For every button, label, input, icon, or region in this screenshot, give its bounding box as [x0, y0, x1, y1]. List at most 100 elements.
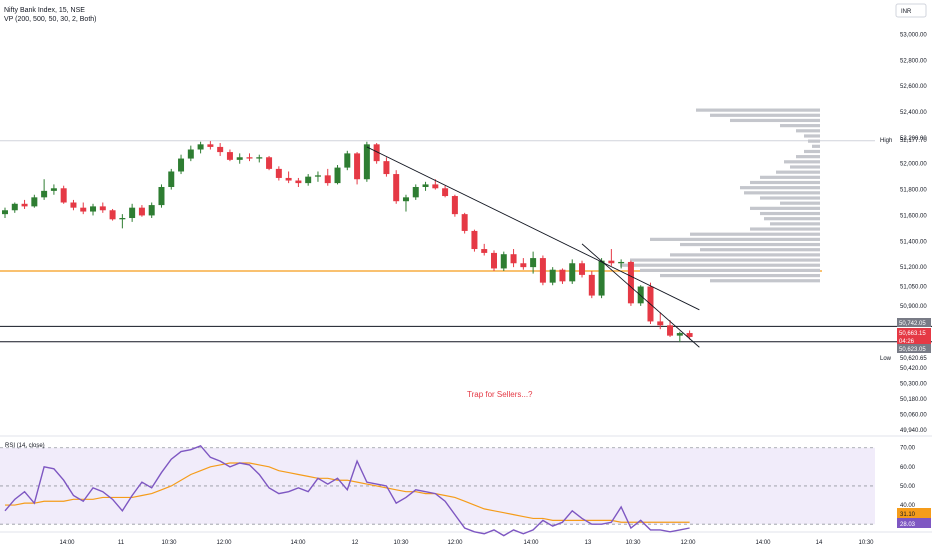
- candle-body: [207, 144, 214, 147]
- price-pane[interactable]: [0, 108, 932, 533]
- rsi-pane[interactable]: [0, 444, 875, 537]
- volume-profile-bar: [710, 113, 820, 117]
- volume-profile-bar: [660, 273, 820, 278]
- volume-profile-bar: [796, 155, 820, 159]
- candle-body: [598, 260, 605, 296]
- candle-body: [178, 158, 185, 172]
- time-tick-label: 13: [585, 540, 592, 546]
- candle-body: [148, 205, 155, 216]
- price-tick-label: 51,200.00: [900, 265, 927, 271]
- price-tick-label: 52,200.00: [900, 136, 927, 142]
- rsi-ma-line: [5, 462, 690, 523]
- candle-body: [676, 333, 683, 336]
- price-tick-label: 51,800.00: [900, 188, 927, 194]
- volume-profile-bar: [670, 253, 820, 257]
- volume-profile-bar: [780, 201, 820, 205]
- volume-profile-bar: [760, 196, 820, 200]
- candle-body: [383, 161, 390, 175]
- volume-profile-bar: [740, 186, 820, 190]
- time-tick-label: 14: [816, 540, 823, 546]
- level-top-badge: [897, 318, 931, 327]
- volume-profile-bar: [690, 232, 820, 236]
- volume-profile-bar: [760, 211, 820, 216]
- trendline: [366, 146, 700, 311]
- candle-body: [686, 333, 693, 337]
- candle-body: [500, 254, 507, 269]
- candle-body: [549, 269, 556, 283]
- candle-body: [559, 269, 566, 282]
- candle-body: [481, 249, 488, 253]
- price-tick-label: 52,800.00: [900, 58, 927, 64]
- volume-profile-bar: [780, 124, 820, 128]
- volume-profile-bar: [812, 144, 820, 148]
- rsi-tick-label: 50.00: [900, 484, 916, 490]
- candle-body: [422, 184, 429, 187]
- volume-profile-bar: [790, 165, 820, 169]
- time-tick-label: 11: [118, 540, 125, 546]
- volume-profile-bar: [804, 134, 820, 138]
- price-tick-label: 49,940.00: [900, 428, 927, 434]
- volume-profile-bar: [630, 258, 820, 262]
- candle-body: [461, 214, 468, 231]
- candle-body: [657, 321, 664, 326]
- candle-body: [90, 206, 97, 212]
- candle-body: [432, 184, 439, 189]
- annotation-text: Trap for Sellers...?: [467, 390, 533, 399]
- rsi-band: [0, 447, 875, 525]
- candle-body: [275, 168, 282, 178]
- rsi-line: [4, 444, 690, 537]
- volume-profile-bar: [784, 160, 820, 164]
- volume-profile-bar: [770, 222, 820, 226]
- time-tick-label: 10:30: [625, 540, 641, 546]
- price-tick-label: 50,180.00: [900, 397, 927, 403]
- volume-profile-bar: [804, 149, 820, 154]
- candle-body: [588, 274, 595, 296]
- candle-body: [217, 146, 224, 153]
- time-tick-label: 12:00: [216, 540, 232, 546]
- price-axis[interactable]: 53,000.00 52,800.00 52,600.00 52,400.00 52,2…: [900, 32, 927, 434]
- currency-button[interactable]: [895, 3, 927, 18]
- last-price-value: 50,663.15: [899, 331, 926, 337]
- candle-body: [471, 230, 478, 250]
- volume-profile-bar: [620, 263, 820, 267]
- candle-body: [373, 144, 380, 162]
- volume-profile-label: VP (200, 500, 50, 30, 2, Both): [4, 16, 97, 23]
- time-axis[interactable]: 14:00 11 10:30 12:00 14:00 12 10:30 12:00 14:00 1…: [59, 540, 874, 546]
- rsi-value: 28.03: [900, 522, 916, 528]
- rsi-value-badge: [897, 518, 931, 528]
- price-tick-label: 53,000.00: [900, 32, 927, 38]
- price-tick-label: 51,600.00: [900, 213, 927, 219]
- time-tick-label: 12: [352, 540, 359, 546]
- candle-body: [158, 186, 165, 206]
- candle-body: [412, 186, 419, 198]
- price-tick-label: 51,400.00: [900, 239, 927, 245]
- candle-body: [363, 144, 370, 180]
- volume-profile-bar: [750, 206, 820, 210]
- candle-body: [637, 286, 644, 304]
- time-tick-label: 14:00: [290, 540, 306, 546]
- candle-body: [579, 263, 586, 275]
- candle-body: [119, 218, 126, 220]
- rsi-tick-label: 40.00: [900, 503, 916, 509]
- rsi-title: RSI (14, close): [5, 443, 45, 449]
- candle-body: [314, 175, 321, 177]
- candle-body: [256, 157, 263, 159]
- candle-body: [627, 261, 634, 304]
- volume-profile-bar: [750, 180, 820, 185]
- candle-body: [442, 188, 449, 197]
- candle-body: [402, 197, 409, 202]
- price-tick-label: 50,060.00: [900, 412, 927, 418]
- candle-body: [491, 252, 497, 269]
- candle-body: [530, 258, 537, 268]
- low-label: Low: [880, 356, 892, 362]
- candle-body: [539, 258, 546, 283]
- candle-body: [667, 325, 674, 336]
- candle-body: [266, 157, 273, 169]
- price-tick-label: 52,000.00: [900, 162, 927, 168]
- volume-profile-bar: [760, 175, 820, 179]
- price-tick-label: 52,400.00: [900, 110, 927, 116]
- candle-body: [31, 197, 38, 207]
- volume-profile-bar: [744, 191, 820, 195]
- candle-body: [246, 157, 253, 159]
